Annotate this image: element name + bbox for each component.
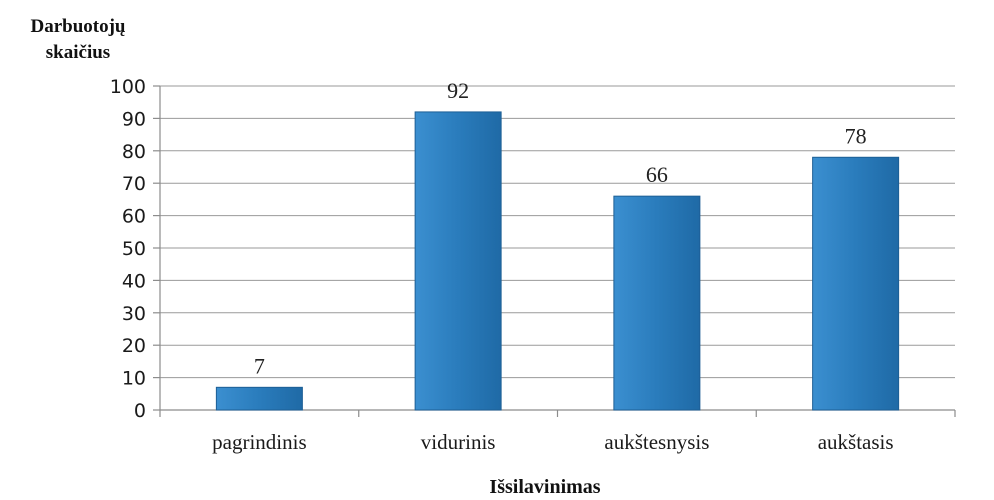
y-tick-label: 80 [122,141,146,163]
bar-2 [613,195,701,411]
y-tick-label: 0 [134,400,146,422]
bar-3 [812,156,900,411]
y-tick-label: 90 [122,108,146,130]
y-tick-label: 70 [122,173,146,195]
data-labels: 7 92 66 78 [254,78,867,378]
data-label-2: 66 [646,162,668,187]
x-axis-label: Išsilavinimas [489,476,600,498]
y-axis-label-line-2: skaičius [46,42,110,63]
y-tick-labels: 0 10 20 30 40 50 60 70 80 90 100 [110,76,146,422]
x-tick-label-0: pagrindinis [212,430,307,454]
y-tick-label: 30 [122,303,146,325]
data-label-0: 7 [254,353,265,378]
y-tick-label: 40 [122,270,146,292]
y-tick-label: 10 [122,368,146,390]
bar-1 [414,111,502,411]
y-tick-label: 20 [122,335,146,357]
y-tick-label: 50 [122,238,146,260]
bars [215,111,900,411]
x-tick-label-3: aukštasis [818,430,894,454]
y-tick-label: 60 [122,206,146,228]
x-tick-label-1: vidurinis [421,430,496,454]
data-label-3: 78 [845,123,867,148]
y-axis-label-line-1: Darbuotojų [30,16,125,37]
bar-0 [215,386,303,411]
y-tick-label: 100 [110,76,146,98]
data-label-1: 92 [447,78,469,103]
x-tick-label-2: aukštesnysis [604,430,709,454]
x-tick-labels: pagrindinis vidurinis aukštesnysis aukštasi… [212,430,893,454]
